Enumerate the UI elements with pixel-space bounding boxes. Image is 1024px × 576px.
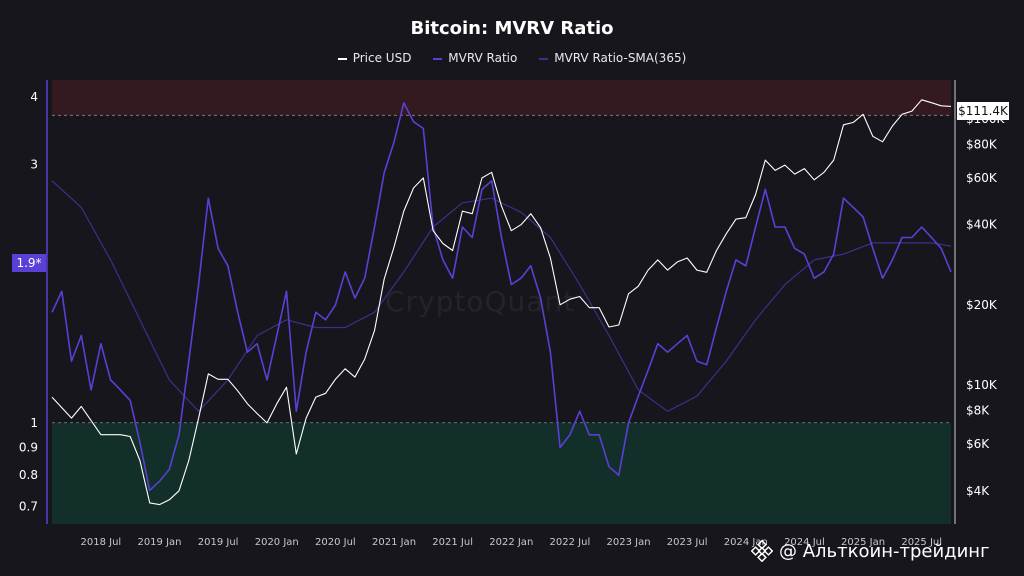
- left-tick-label: 0.7: [19, 500, 38, 514]
- x-tick-label: 2021 Jan: [372, 537, 416, 548]
- price-current-marker: $111.4K: [957, 102, 1009, 120]
- x-tick-label: 2024 Jan: [724, 537, 768, 548]
- legend-item-mvrv[interactable]: MVRV Ratio: [433, 51, 517, 65]
- x-tick-label: 2019 Jul: [198, 537, 239, 548]
- left-tick-label: 3: [30, 158, 38, 172]
- x-tick-label: 2019 Jan: [137, 537, 181, 548]
- chart-title: Bitcoin: MVRV Ratio: [410, 18, 614, 39]
- right-tick-label: $40K: [966, 218, 998, 232]
- left-tick-label: 0.9: [19, 441, 38, 455]
- legend-swatch-sma: [539, 57, 549, 60]
- x-tick-label: 2025 Jan: [841, 537, 885, 548]
- legend-label-price: Price USD: [352, 51, 412, 65]
- x-tick-label: 2020 Jul: [315, 537, 356, 548]
- legend: Price USD MVRV Ratio MVRV Ratio-SMA(365): [0, 51, 1024, 65]
- right-tick-label: $4K: [966, 484, 990, 498]
- legend-swatch-price: [337, 57, 347, 60]
- x-tick-label: 2023 Jan: [607, 537, 651, 548]
- binance-logo-icon: [751, 540, 773, 562]
- legend-item-sma[interactable]: MVRV Ratio-SMA(365): [539, 51, 686, 65]
- x-tick-label: 2022 Jul: [550, 537, 591, 548]
- left-tick-label: 0.8: [19, 468, 38, 482]
- x-tick-label: 2023 Jul: [667, 537, 708, 548]
- watermark: CryptoQuant: [385, 285, 576, 318]
- x-tick-label: 2020 Jan: [255, 537, 299, 548]
- x-tick-label: 2025 Jul: [901, 537, 942, 548]
- zone-undervalued: [52, 422, 951, 524]
- left-tick-label: 1: [30, 416, 38, 430]
- right-tick-label: $60K: [966, 171, 998, 185]
- mvrv-line[interactable]: [51, 102, 952, 492]
- price-line[interactable]: [51, 99, 952, 506]
- legend-item-price[interactable]: Price USD: [337, 51, 412, 65]
- right-tick-label: $10K: [966, 378, 998, 392]
- legend-label-sma: MVRV Ratio-SMA(365): [554, 51, 687, 65]
- channel-watermark: @ Альткоин-трейдинг: [751, 538, 990, 564]
- right-tick-label: $80K: [966, 138, 998, 152]
- right-tick-label: $20K: [966, 298, 998, 312]
- x-tick-label: 2018 Jul: [81, 537, 122, 548]
- legend-label-mvrv: MVRV Ratio: [448, 51, 518, 65]
- mvrv-current-marker: 1.9*: [12, 254, 46, 272]
- right-tick-label: $6K: [966, 437, 990, 451]
- zone-overvalued: [52, 80, 951, 116]
- x-tick-label: 2022 Jan: [489, 537, 533, 548]
- legend-swatch-mvrv: [433, 57, 443, 60]
- channel-label: @ Альткоин-трейдинг: [779, 540, 990, 562]
- x-tick-label: 2024 Jul: [784, 537, 825, 548]
- left-tick-label: 4: [30, 90, 38, 104]
- sma-line[interactable]: [51, 180, 952, 412]
- x-tick-label: 2021 Jul: [432, 537, 473, 548]
- right-tick-label: $8K: [966, 404, 990, 418]
